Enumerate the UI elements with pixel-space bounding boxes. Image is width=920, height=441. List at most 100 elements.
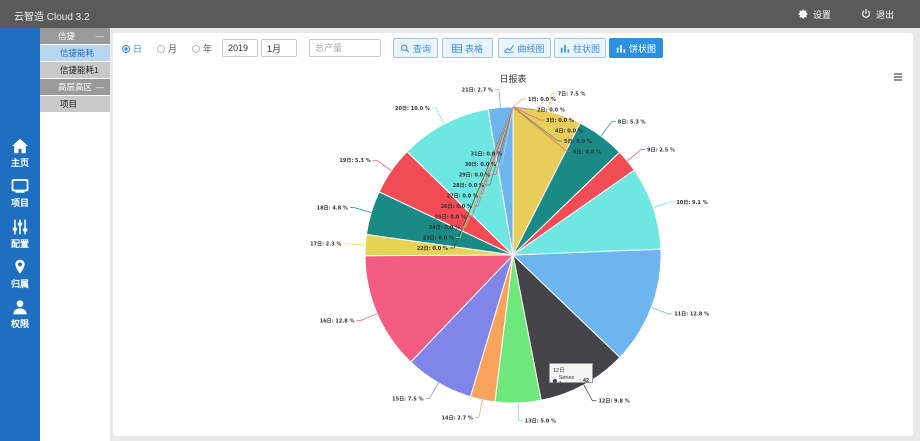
period-month-radio[interactable]: 月 [157, 42, 177, 55]
slice-connector [517, 402, 523, 422]
bar-chart-icon [560, 44, 570, 53]
period-year-label: 年 [203, 44, 213, 54]
slice-label: 30日: 0.0 % [465, 161, 496, 168]
period-day-radio[interactable]: 日 [122, 42, 142, 55]
bar-chart-icon [616, 44, 626, 53]
slice-label: 6日: 0.0 % [573, 148, 601, 155]
slice-connector [651, 307, 673, 315]
settings-label: 设置 [813, 9, 832, 20]
slice-connector [456, 106, 514, 238]
nav-item-permission[interactable]: 权限 [0, 294, 40, 334]
slice-label: 1日: 0.0 % [528, 96, 556, 103]
table-view-button[interactable]: 表格 [442, 38, 493, 58]
tree-group-highrise[interactable]: 高层高区 — [40, 79, 110, 96]
slice-connector [583, 384, 597, 402]
slice-connector [349, 207, 372, 213]
slice-label: 17日: 2.3 % [310, 241, 341, 248]
pie-slice[interactable] [511, 248, 662, 359]
tree-item-xinjie-energy[interactable]: 信捷能耗 [40, 45, 110, 62]
pie-slice[interactable] [512, 253, 621, 401]
slice-label: 20日: 10.0 % [395, 105, 430, 112]
nav-item-home[interactable]: 主页 [0, 133, 40, 173]
period-month-label: 月 [168, 44, 178, 54]
tree-group-label: 信捷 [58, 31, 76, 41]
slice-connector [512, 98, 526, 108]
slice-label: 14日: 2.7 % [442, 414, 473, 421]
pie-slice[interactable] [406, 108, 514, 257]
query-label: 查询 [412, 43, 431, 54]
slice-connector [498, 106, 514, 165]
nav-label-permission: 权限 [10, 318, 29, 329]
month-input[interactable] [261, 39, 297, 57]
radio-selected-icon [122, 44, 130, 53]
left-nav: 主页 项目 配置 归属 权限 [0, 28, 40, 441]
slice-label: 29日: 0.0 % [459, 171, 490, 178]
slice-label: 7日: 7.5 % [558, 90, 586, 97]
slice-label: 2日: 0.0 % [537, 106, 565, 113]
hamburger-menu-icon[interactable] [893, 72, 903, 82]
app-title: 云智造 Cloud 3.2 [14, 12, 90, 23]
slice-label: 10日: 9.1 % [676, 199, 707, 206]
slice-connector [600, 121, 616, 137]
period-year-radio[interactable]: 年 [192, 42, 212, 55]
pie-chart-button[interactable]: 饼状图 [609, 38, 663, 58]
sliders-icon [12, 219, 28, 234]
tree-item-project[interactable]: 项目 [40, 96, 110, 113]
slice-label: 4日: 0.0 % [555, 127, 583, 134]
year-input[interactable] [222, 39, 258, 57]
top-bar: 云智造 Cloud 3.2 设置 退出 [0, 0, 920, 28]
slice-label: 12日: 9.8 % [598, 398, 629, 405]
tree-item-xinjie-energy-1[interactable]: 信捷能耗1 [40, 62, 110, 79]
nav-label-home: 主页 [10, 157, 29, 168]
slice-label: 15日: 7.5 % [392, 395, 423, 402]
slice-connector [504, 106, 514, 154]
query-toolbar: 日 月 年 查询 表格 曲线图 柱状图 饼状图 [113, 33, 913, 63]
logout-button[interactable]: 退出 [860, 6, 894, 22]
nav-item-ownership[interactable]: 归属 [0, 254, 40, 294]
nav-label-ownership: 归属 [10, 278, 29, 289]
slice-connector [474, 399, 483, 418]
line-chart-icon [504, 44, 515, 53]
location-pin-icon [15, 259, 25, 274]
settings-button[interactable]: 设置 [797, 6, 831, 22]
slice-connector [425, 382, 439, 399]
slice-label: 31日: 0.0 % [471, 150, 502, 157]
metric-select[interactable] [309, 39, 381, 57]
slice-connector [431, 107, 445, 125]
slice-connector [372, 159, 392, 171]
pie-chart: 1日: 0.0 % 2日: 0.0 % 3日: 0.0 % 4日: 0.0 % 5日: … [310, 86, 709, 425]
nav-item-config[interactable]: 配置 [0, 214, 40, 254]
tooltip-title: 12日 [553, 368, 565, 374]
slice-label: 3日: 0.0 % [546, 117, 574, 124]
slice-label: 18日: 4.8 % [317, 204, 348, 211]
tooltip-series-label: Series 1 [558, 375, 575, 387]
slice-label: 8日: 5.3 % [618, 118, 646, 125]
main-panel: 日 月 年 查询 表格 曲线图 柱状图 饼状图 [113, 33, 913, 436]
slice-connector [512, 106, 544, 121]
tree-group-xinjie[interactable]: 信捷 — [40, 28, 110, 45]
pie-chart-label: 饼状图 [628, 43, 656, 54]
user-icon [13, 299, 27, 314]
nav-label-config: 配置 [10, 238, 29, 249]
collapse-icon[interactable]: — [95, 31, 105, 41]
slice-label: 21日: 2.7 % [462, 86, 493, 93]
query-button[interactable]: 查询 [393, 38, 438, 58]
nav-item-project[interactable]: 项目 [0, 173, 40, 213]
bar-chart-label: 柱状图 [572, 43, 600, 54]
line-chart-button[interactable]: 曲线图 [498, 38, 551, 58]
nav-label-project: 项目 [10, 197, 29, 208]
slice-label: 9日: 2.5 % [647, 146, 675, 153]
series-dot-icon [553, 379, 557, 383]
bar-chart-button[interactable]: 柱状图 [554, 38, 606, 58]
slice-connector [343, 243, 366, 246]
collapse-icon[interactable]: — [95, 82, 105, 92]
gear-icon [798, 9, 808, 19]
chart-title: 日报表 [499, 74, 527, 84]
tooltip-value: 42 [582, 378, 589, 384]
slice-label: 13日: 5.0 % [525, 418, 556, 425]
table-view-label: 表格 [464, 43, 483, 54]
slice-connector [462, 106, 514, 228]
pie-slice[interactable] [511, 169, 662, 256]
slice-label: 26日: 0.0 % [441, 203, 472, 210]
slice-label: 24日: 0.0 % [429, 224, 460, 231]
